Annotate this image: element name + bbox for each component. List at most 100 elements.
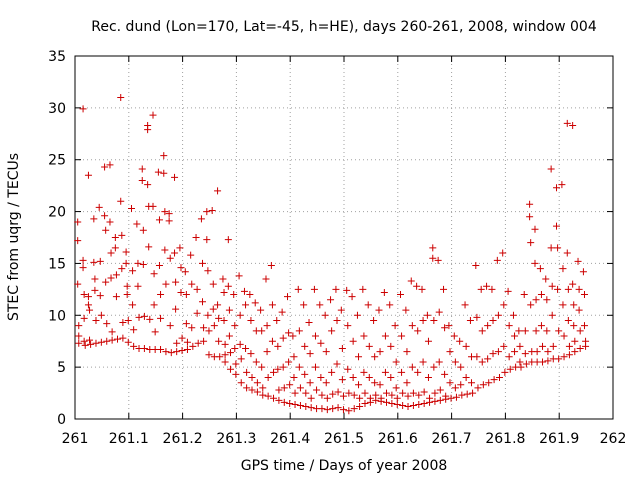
data-point: [479, 381, 487, 389]
data-point: [328, 327, 336, 335]
data-point: [569, 121, 577, 129]
data-point: [205, 351, 213, 359]
data-point: [450, 332, 458, 340]
data-point: [536, 265, 544, 273]
data-point: [531, 259, 539, 267]
data-point: [80, 337, 88, 345]
data-point: [506, 365, 514, 373]
data-point: [328, 368, 336, 376]
grid: [75, 56, 613, 419]
data-point: [398, 332, 406, 340]
data-point: [333, 316, 341, 324]
data-point: [531, 225, 539, 233]
data-point: [140, 344, 148, 352]
y-tick-label: 10: [48, 308, 66, 324]
data-point: [339, 406, 347, 414]
data-point: [289, 332, 297, 340]
data-point: [381, 368, 389, 376]
data-point: [279, 363, 287, 371]
data-point: [181, 268, 189, 276]
data-point: [516, 342, 524, 350]
data-point: [532, 327, 540, 335]
data-point: [199, 298, 207, 306]
data-point: [149, 202, 157, 210]
data-point: [84, 293, 92, 301]
data-point: [436, 396, 444, 404]
data-point: [388, 391, 396, 399]
data-point: [264, 374, 272, 382]
data-point: [270, 368, 278, 376]
data-point: [106, 218, 114, 226]
data-point: [237, 355, 245, 363]
data-point: [275, 386, 283, 394]
data-point: [570, 301, 578, 309]
data-point: [117, 197, 125, 205]
data-point: [248, 374, 256, 382]
data-point: [161, 208, 169, 216]
data-point: [279, 334, 287, 342]
data-point: [130, 342, 138, 350]
data-point: [495, 374, 503, 382]
data-point: [111, 244, 119, 252]
data-point: [74, 237, 82, 245]
data-point: [267, 262, 275, 270]
data-point: [189, 342, 197, 350]
data-point: [380, 288, 388, 296]
data-point: [418, 285, 426, 293]
data-point: [343, 286, 351, 294]
data-point: [527, 301, 535, 309]
data-point: [348, 293, 356, 301]
data-point: [95, 203, 103, 211]
data-point: [157, 291, 165, 299]
data-point: [544, 348, 552, 356]
data-point: [356, 394, 364, 402]
data-point: [349, 374, 357, 382]
data-point: [215, 337, 223, 345]
data-point: [243, 384, 251, 392]
data-point: [327, 296, 335, 304]
data-point: [80, 291, 88, 299]
data-point: [183, 338, 191, 346]
data-point: [236, 311, 244, 319]
data-point: [371, 353, 379, 361]
data-point: [79, 105, 87, 113]
data-point: [236, 340, 244, 348]
data-point: [253, 379, 261, 387]
data-point: [435, 358, 443, 366]
data-point: [543, 296, 551, 304]
data-point: [441, 370, 449, 378]
data-point: [580, 291, 588, 299]
data-point: [365, 374, 373, 382]
data-point: [478, 358, 486, 366]
data-point: [431, 389, 439, 397]
data-point: [178, 347, 186, 355]
data-point: [329, 405, 337, 413]
data-point: [252, 358, 260, 366]
data-point: [221, 351, 229, 359]
data-point: [355, 381, 363, 389]
data-point: [539, 342, 547, 350]
data-point: [316, 301, 324, 309]
data-point: [408, 322, 416, 330]
x-tick-label: 261.5: [324, 431, 364, 447]
data-point: [424, 374, 432, 382]
data-point: [193, 285, 201, 293]
data-point: [575, 306, 583, 314]
y-tick-label: 5: [57, 360, 66, 376]
data-point: [155, 216, 163, 224]
data-point: [259, 391, 267, 399]
data-point: [489, 316, 497, 324]
data-point: [291, 400, 299, 408]
data-point: [192, 234, 200, 241]
data-point: [75, 322, 83, 330]
data-point: [413, 282, 421, 290]
data-point: [278, 308, 286, 316]
data-point: [97, 338, 105, 346]
data-point: [268, 301, 276, 309]
data-point: [376, 381, 384, 389]
data-point: [463, 390, 471, 398]
data-point: [84, 171, 92, 179]
data-point: [101, 212, 109, 220]
data-point: [477, 285, 485, 293]
data-point: [547, 244, 555, 252]
